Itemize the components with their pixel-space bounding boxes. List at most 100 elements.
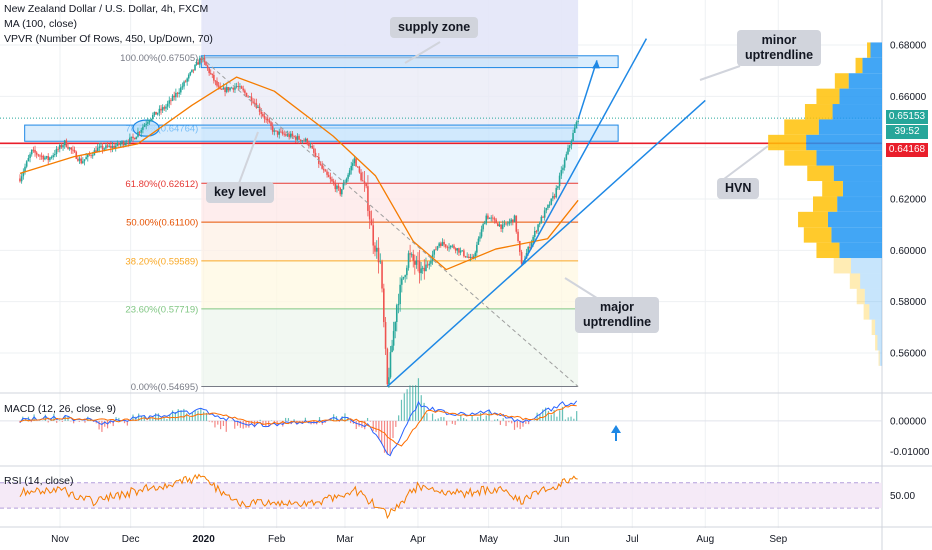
candle-down <box>500 224 502 229</box>
candle-up <box>537 224 539 232</box>
macd-histogram-bar <box>214 420 216 428</box>
macd-histogram-bar <box>123 420 126 424</box>
fib-level-label: 0.00%(0.54695) <box>131 382 199 393</box>
candle-up <box>103 148 106 150</box>
candle-up <box>527 246 529 254</box>
candle-up <box>145 123 147 125</box>
volume-profile-down-bar <box>813 196 838 212</box>
candle-down <box>412 254 415 261</box>
candle-up <box>336 185 338 190</box>
candle-down <box>293 136 295 137</box>
macd-histogram-bar <box>423 402 425 421</box>
volume-profile-up-bar <box>839 242 882 259</box>
candle-up <box>552 196 554 199</box>
candle-down <box>258 106 261 112</box>
macd-histogram-bar <box>236 420 239 426</box>
candle-down <box>512 219 514 223</box>
candle-down <box>245 92 248 97</box>
candle-up <box>147 122 149 124</box>
macd-histogram-bar <box>398 415 400 421</box>
candle-down <box>519 241 521 252</box>
candle-down <box>40 155 43 157</box>
candle-up <box>533 231 536 237</box>
macd-histogram-bar <box>104 420 106 427</box>
macd-histogram-bar <box>564 419 566 421</box>
fib-level-label: 23.60%(0.57719) <box>125 304 198 315</box>
candle-down <box>206 65 209 69</box>
candle-up <box>143 124 146 127</box>
candle-up <box>474 252 477 257</box>
macd-histogram-bar <box>211 420 213 423</box>
ma-100-line <box>19 76 579 271</box>
macd-histogram-bar <box>516 420 518 428</box>
candle-up <box>142 126 144 130</box>
candle-down <box>60 145 63 148</box>
macd-histogram-bar <box>381 420 383 444</box>
macd-histogram-bar <box>480 412 482 421</box>
macd-histogram-bar <box>186 413 188 421</box>
candle-up <box>114 145 117 149</box>
candle-down <box>200 58 203 60</box>
candle-up <box>389 352 392 378</box>
candle-up <box>375 247 378 252</box>
candle-up <box>428 263 431 266</box>
candle-up <box>180 87 182 93</box>
candle-down <box>57 148 59 150</box>
candle-up <box>140 129 143 133</box>
candle-down <box>367 186 369 211</box>
candle-up <box>27 158 30 162</box>
macd-histogram-bar <box>197 410 199 421</box>
candle-down <box>321 164 323 169</box>
volume-profile-up-bar <box>806 134 882 151</box>
major-uptrendline-callout: major uptrendline <box>575 297 660 333</box>
macd-histogram-bar <box>383 420 386 453</box>
candle-down <box>409 253 411 255</box>
candle-up <box>438 243 440 247</box>
candle-down <box>252 101 254 103</box>
key-level-zone <box>24 124 619 142</box>
candle-up <box>402 276 405 279</box>
macd-histogram-bar <box>293 419 295 421</box>
volume-profile-down-bar <box>822 181 843 197</box>
chart-title: New Zealand Dollar / U.S. Dollar, 4h, FX… <box>4 3 209 15</box>
candle-up <box>296 136 299 140</box>
macd-histogram-bar <box>56 420 58 423</box>
candle-down <box>232 87 235 90</box>
candle-up <box>45 156 48 158</box>
macd-histogram-bar <box>217 420 219 425</box>
candle-down <box>355 158 357 167</box>
candle-down <box>276 130 279 135</box>
candle-up <box>479 236 481 239</box>
candle-up <box>161 107 164 111</box>
macd-histogram-bar <box>234 420 236 429</box>
candle-up <box>573 127 576 133</box>
volume-profile-down-bar <box>871 319 876 336</box>
macd-histogram-bar <box>253 420 256 428</box>
x-axis-tick-label: Aug <box>696 534 714 545</box>
candle-up <box>178 92 180 94</box>
level-price-badge: 0.64168 <box>886 143 928 157</box>
macd-histogram-bar <box>522 420 524 427</box>
macd-histogram-bar <box>553 409 555 421</box>
candle-down <box>263 116 266 119</box>
macd-histogram-bar <box>482 419 485 421</box>
macd-histogram-bar <box>70 420 72 422</box>
candle-up <box>436 246 439 250</box>
candle-up <box>490 217 493 219</box>
x-axis-tick-label: 2020 <box>193 534 216 545</box>
macd-histogram-bar <box>61 420 63 422</box>
candle-up <box>341 189 343 195</box>
candle-up <box>568 145 571 148</box>
macd-pane <box>0 378 882 457</box>
candle-up <box>506 223 509 225</box>
macd-histogram-bar <box>160 418 162 421</box>
macd-histogram-bar <box>299 420 301 422</box>
macd-histogram-bar <box>163 417 165 421</box>
macd-histogram-bar <box>406 389 408 421</box>
price-axis-tick-label: 0.66000 <box>890 92 927 103</box>
macd-histogram-bar <box>502 418 504 421</box>
candle-up <box>158 108 161 113</box>
candle-down <box>386 348 389 385</box>
candle-up <box>562 167 564 171</box>
